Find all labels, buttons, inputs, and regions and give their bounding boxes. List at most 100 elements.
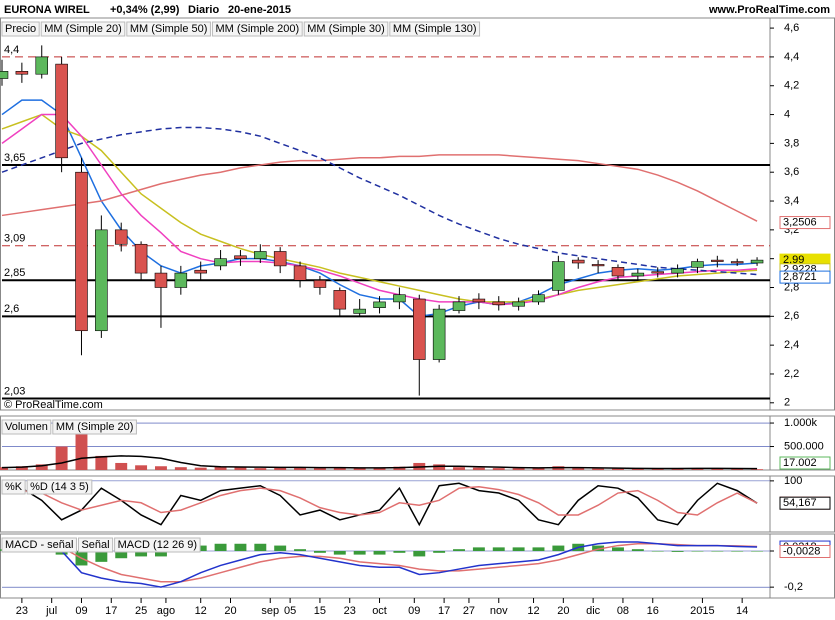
legend-box	[1, 537, 77, 553]
x-tick-label: 20	[557, 605, 569, 617]
x-tick-label: 27	[463, 605, 475, 617]
candle-body	[611, 267, 625, 277]
x-tick-label: dic	[586, 605, 601, 617]
candle-body	[452, 301, 466, 311]
x-tick-label: 08	[617, 605, 629, 617]
bar	[95, 455, 108, 470]
candle-body	[730, 261, 744, 264]
x-tick-label: 15	[314, 605, 326, 617]
bar	[274, 467, 287, 470]
bar	[373, 468, 386, 470]
bar	[155, 550, 167, 557]
bar	[612, 547, 624, 551]
bar	[671, 550, 684, 552]
legend-box	[77, 537, 114, 553]
date: 20-ene-2015	[228, 4, 291, 16]
bar	[294, 549, 307, 551]
legend-box	[26, 479, 93, 495]
bar	[731, 550, 744, 552]
x-tick-label: 09	[75, 605, 87, 617]
x-tick-label: 12	[527, 605, 539, 617]
bar	[214, 466, 227, 470]
y-tick-label: 4	[784, 108, 790, 120]
bar	[353, 468, 366, 470]
bar	[234, 543, 247, 551]
candle-body	[55, 63, 68, 159]
candle-body	[0, 71, 9, 79]
bar	[373, 550, 386, 555]
bar	[631, 549, 644, 551]
bar	[194, 467, 207, 470]
y-tick-label: 2,2	[784, 368, 799, 380]
last-value-label: -0,0028	[783, 545, 820, 557]
bar	[572, 468, 585, 470]
x-tick-label: 12	[195, 605, 207, 617]
level-label: 2,6	[4, 303, 19, 315]
bar	[55, 446, 68, 470]
candle-body	[114, 229, 128, 245]
legend-box	[1, 479, 26, 495]
legend-label: MM (Simple 20)	[56, 421, 134, 433]
x-tick-label: oct	[372, 605, 387, 617]
bar	[15, 466, 28, 470]
y-tick-label: 2,4	[784, 339, 799, 351]
x-tick-label: 20	[224, 605, 236, 617]
period: Diario	[188, 4, 219, 16]
candle-body	[95, 229, 108, 332]
bar	[472, 467, 485, 470]
bar	[155, 466, 167, 470]
last-value-tag	[779, 216, 831, 230]
legend-box	[126, 21, 211, 37]
bar	[492, 547, 505, 551]
y-tick-label: 2,6	[784, 310, 799, 322]
symbol: EURONA WIREL	[4, 4, 90, 16]
bar	[135, 465, 148, 470]
x-tick-label: jul	[45, 605, 57, 617]
legend-box	[1, 419, 52, 435]
bar	[254, 468, 267, 470]
legend-box	[1, 21, 40, 37]
y-tick-label: 4,6	[784, 22, 799, 34]
level-label: 4,4	[4, 44, 19, 56]
x-tick-label: 23	[344, 605, 356, 617]
candle-body	[691, 261, 704, 268]
candle-body	[134, 243, 148, 274]
line-series	[1, 482, 758, 527]
bar	[532, 547, 545, 551]
bar	[592, 468, 605, 470]
y-tick-label: 3,8	[784, 137, 799, 149]
candle-body	[313, 279, 327, 288]
candle-body	[552, 261, 565, 291]
bar	[333, 550, 346, 555]
line-series	[1, 126, 758, 276]
bar	[294, 467, 307, 470]
legend-label: Volumen	[5, 421, 48, 433]
line-series	[1, 543, 758, 583]
last-value-tag	[779, 545, 831, 559]
y-tick-label: 2	[784, 397, 790, 409]
bar	[691, 550, 704, 552]
bar	[751, 469, 764, 470]
bar	[174, 467, 187, 470]
candle-body	[194, 269, 207, 274]
y-tick-label: 100	[784, 475, 802, 487]
last-value-label: 2,8721	[783, 271, 817, 283]
legend-label: Precio	[5, 23, 36, 35]
bar	[751, 550, 764, 552]
legend-box	[52, 419, 137, 435]
legend-label: MACD (12 26 9)	[118, 539, 197, 551]
candle-body	[631, 272, 645, 277]
legend-label: MACD - señal	[5, 539, 73, 551]
bar	[512, 468, 525, 470]
bar	[612, 468, 624, 470]
x-tick-label: 2015	[690, 605, 714, 617]
candle-body	[333, 290, 347, 310]
bar	[433, 550, 446, 553]
bar	[0, 467, 8, 470]
bar	[115, 550, 128, 559]
bar	[512, 547, 525, 551]
candle-body	[671, 268, 684, 274]
candle-body	[750, 259, 764, 264]
bar	[552, 545, 565, 551]
line-series	[1, 113, 758, 306]
